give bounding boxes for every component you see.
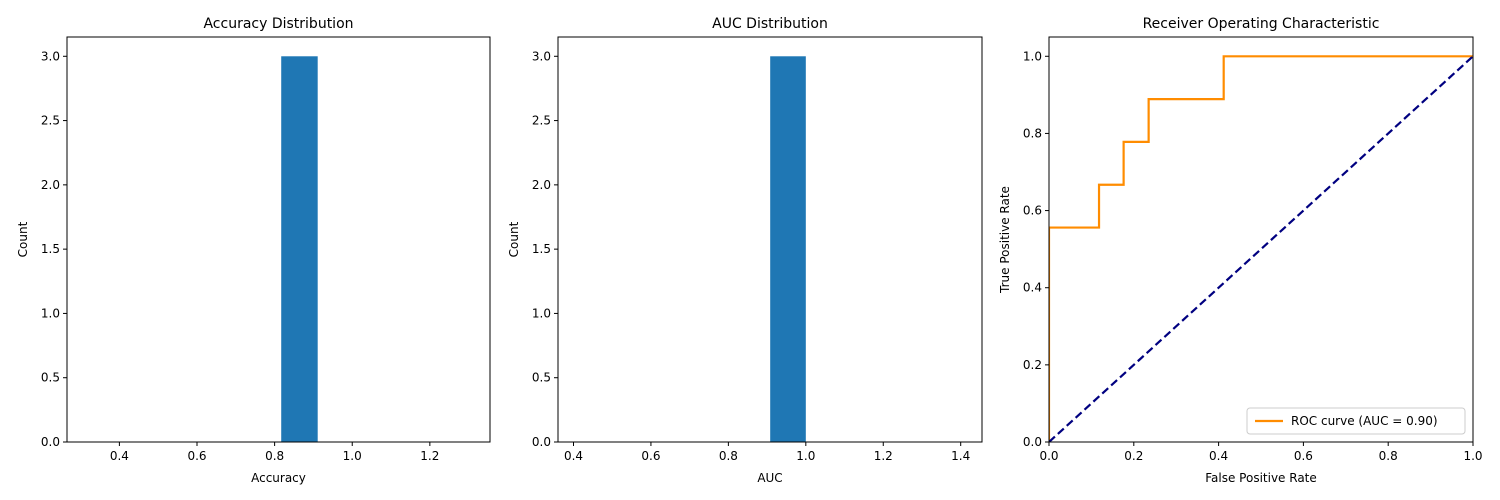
- x-tick-label: 0.0: [1039, 449, 1058, 463]
- histogram-bar: [770, 56, 806, 443]
- y-axis-label: Count: [507, 221, 521, 257]
- x-axis-label: False Positive Rate: [1205, 471, 1317, 485]
- x-tick-label: 0.2: [1124, 449, 1143, 463]
- x-tick-label: 1.0: [343, 449, 362, 463]
- y-tick-label: 0.5: [41, 371, 60, 385]
- y-tick-label: 1.5: [41, 242, 60, 256]
- panel-2: 0.4 0.6 0.8 1.0 1.2 1.4 0.0 0.5 1.0 1.5 2.0 2.5 3.0 A…: [507, 16, 983, 485]
- x-tick-label: 1.0: [1463, 449, 1482, 463]
- y-tick-label: 2.0: [532, 178, 551, 192]
- x-tick-label: 0.6: [1294, 449, 1313, 463]
- y-tick-label: 0.2: [1023, 358, 1042, 372]
- legend-label: ROC curve (AUC = 0.90): [1291, 414, 1438, 428]
- x-tick-label: 0.4: [564, 449, 583, 463]
- y-tick-label: 0.0: [41, 435, 60, 449]
- x-tick-label: 0.8: [1379, 449, 1398, 463]
- legend: ROC curve (AUC = 0.90): [1246, 407, 1466, 435]
- legend-box: [1246, 407, 1466, 435]
- y-tick-label: 2.5: [41, 114, 60, 128]
- y-tick-label: 0.8: [1023, 126, 1042, 140]
- x-tick-label: 1.2: [874, 449, 893, 463]
- x-tick-label: 1.2: [420, 449, 439, 463]
- y-tick-label: 1.0: [41, 306, 60, 320]
- x-tick-label: 0.8: [265, 449, 284, 463]
- y-tick-label: 0.0: [1023, 435, 1042, 449]
- y-tick-label: 3.0: [532, 49, 551, 63]
- x-tick-label: 1.0: [796, 449, 815, 463]
- y-tick-label: 1.0: [1023, 49, 1042, 63]
- panel-3: 0.0 0.2 0.4 0.6 0.8 1.0 0.0 0.2 0.4 0.6 0.8 1.0 Rece…: [998, 16, 1483, 485]
- x-axis-label: Accuracy: [251, 471, 306, 485]
- x-axis-label: AUC: [757, 471, 782, 485]
- y-tick-label: 0.0: [532, 435, 551, 449]
- plot-lines: [1049, 55, 1473, 442]
- y-tick-label: 0.4: [1023, 281, 1042, 295]
- y-tick-label: 0.5: [532, 371, 551, 385]
- x-tick-label: 0.6: [187, 449, 206, 463]
- panel-1: 0.4 0.6 0.8 1.0 1.2 0.0 0.5 1.0 1.5 2.0 2.5 3.0 Accu…: [16, 16, 491, 485]
- axes-frame: [557, 36, 983, 443]
- y-tick-label: 3.0: [41, 49, 60, 63]
- x-tick-label: 0.6: [641, 449, 660, 463]
- x-tick-label: 0.4: [110, 449, 129, 463]
- chart-title: AUC Distribution: [712, 16, 828, 32]
- y-tick-label: 0.6: [1023, 204, 1042, 218]
- x-tick-label: 1.4: [951, 449, 970, 463]
- chance-diagonal-line: [1049, 55, 1473, 442]
- y-tick-label: 2.0: [41, 178, 60, 192]
- x-tick-label: 0.4: [1209, 449, 1228, 463]
- y-axis-label: True Positive Rate: [998, 186, 1012, 294]
- y-tick-label: 2.5: [532, 114, 551, 128]
- chart-title: Receiver Operating Characteristic: [1143, 16, 1380, 32]
- chart-title: Accuracy Distribution: [203, 16, 353, 32]
- axes-frame: [1048, 36, 1474, 443]
- y-axis-label: Count: [16, 221, 30, 257]
- y-tick-label: 1.5: [532, 242, 551, 256]
- roc-curve-line: [1049, 55, 1473, 442]
- x-tick-label: 0.8: [719, 449, 738, 463]
- y-tick-label: 1.0: [532, 306, 551, 320]
- axes-frame: [66, 36, 491, 443]
- histogram-bar: [281, 56, 318, 443]
